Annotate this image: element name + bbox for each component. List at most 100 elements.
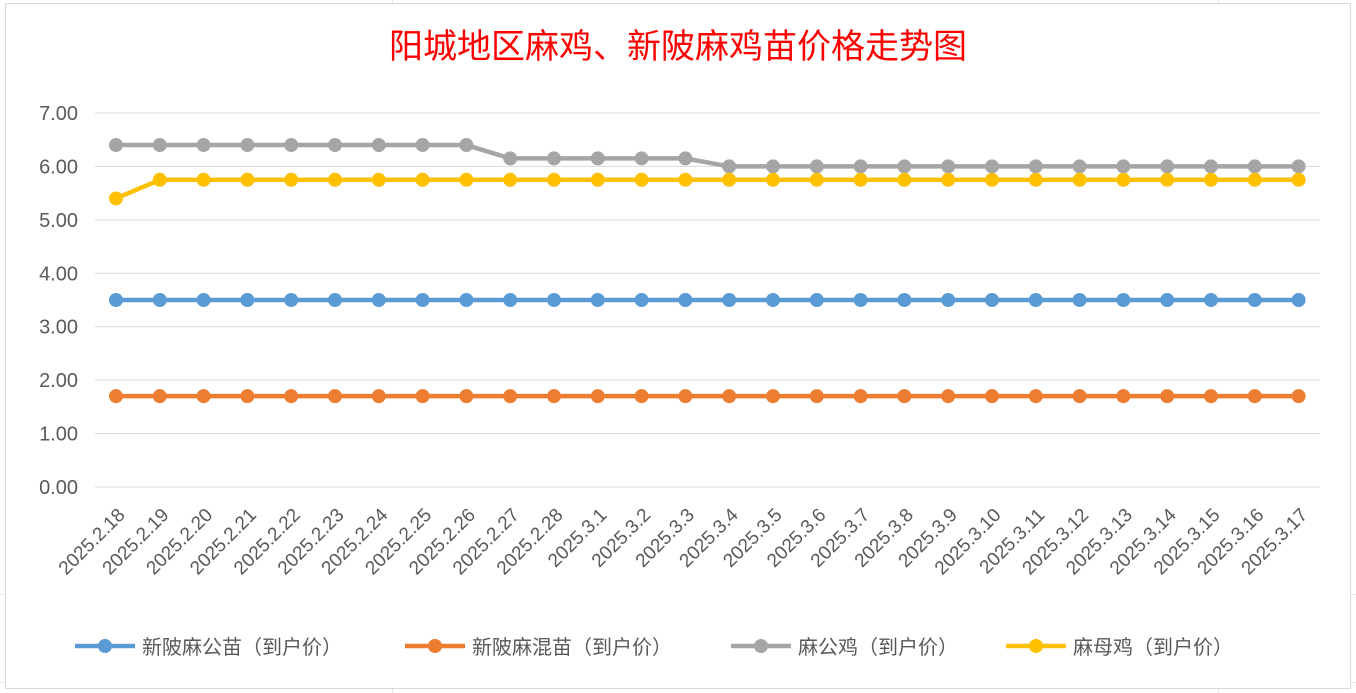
data-point: [1247, 159, 1262, 174]
legend-item[interactable]: 新陂麻混苗（到户价）: [405, 635, 672, 659]
data-point: [590, 172, 605, 187]
data-point: [1204, 172, 1218, 187]
data-point: [328, 138, 342, 153]
data-point: [415, 293, 430, 307]
data-point: [985, 293, 999, 307]
data-point: [196, 293, 211, 307]
data-point: [766, 159, 780, 174]
data-point: [722, 389, 737, 404]
y-tick-label: 2.00: [39, 370, 78, 392]
data-point: [459, 293, 474, 307]
data-point: [240, 138, 255, 153]
data-point: [109, 138, 123, 153]
data-point: [196, 138, 211, 153]
data-point: [678, 172, 693, 187]
data-point: [1028, 159, 1043, 174]
data-point: [152, 389, 167, 404]
data-point: [809, 389, 824, 404]
data-point: [809, 159, 824, 174]
series-0: [109, 293, 1306, 307]
data-point: [634, 151, 649, 166]
data-point: [678, 151, 693, 166]
data-point: [371, 389, 386, 404]
data-point: [1160, 159, 1175, 174]
legend-item[interactable]: 麻公鸡（到户价）: [731, 635, 958, 659]
data-point: [109, 389, 123, 404]
series-plot: [109, 138, 1306, 404]
legend: 新陂麻公苗（到户价） 新陂麻混苗（到户价） 麻公鸡（到户价） 麻母鸡（到户价）: [75, 635, 1233, 659]
data-point: [766, 293, 780, 307]
data-point: [809, 293, 824, 307]
data-point: [196, 389, 211, 404]
y-axis-ticks: 0.00 1.00 2.00 3.00 4.00 5.00 6.00 7.00: [39, 103, 78, 499]
data-point: [722, 159, 737, 174]
y-tick-label: 7.00: [39, 103, 78, 125]
data-point: [853, 159, 868, 174]
data-point: [1204, 389, 1218, 404]
data-point: [853, 389, 868, 404]
data-point: [1291, 159, 1306, 174]
data-point: [941, 172, 956, 187]
data-point: [1204, 293, 1218, 307]
legend-marker-swatch: [98, 639, 112, 653]
data-point: [1116, 172, 1131, 187]
series-1: [109, 389, 1306, 404]
legend-marker-swatch: [428, 639, 442, 653]
data-point: [547, 172, 561, 187]
data-point: [722, 172, 737, 187]
data-point: [897, 172, 912, 187]
data-point: [547, 389, 561, 404]
data-point: [1291, 172, 1306, 187]
data-point: [722, 293, 737, 307]
data-point: [196, 172, 211, 187]
data-point: [985, 159, 999, 174]
data-point: [1160, 172, 1175, 187]
legend-item[interactable]: 麻母鸡（到户价）: [1006, 635, 1233, 659]
data-point: [897, 293, 912, 307]
data-point: [503, 151, 518, 166]
data-point: [678, 293, 693, 307]
data-point: [1116, 389, 1131, 404]
chart-title: 阳城地区麻鸡、新陂麻鸡苗价格走势图: [389, 27, 967, 67]
data-point: [284, 172, 299, 187]
data-point: [240, 172, 255, 187]
data-point: [897, 389, 912, 404]
data-point: [809, 172, 824, 187]
data-point: [941, 293, 956, 307]
y-tick-label: 5.00: [39, 210, 78, 232]
data-point: [1116, 293, 1131, 307]
data-point: [1247, 389, 1262, 404]
data-point: [240, 293, 255, 307]
data-point: [1204, 159, 1218, 174]
data-point: [590, 293, 605, 307]
data-point: [590, 389, 605, 404]
data-point: [853, 293, 868, 307]
data-point: [1116, 159, 1131, 174]
y-tick-label: 6.00: [39, 156, 78, 178]
y-tick-label: 4.00: [39, 263, 78, 285]
data-point: [328, 293, 342, 307]
data-point: [109, 191, 123, 206]
data-point: [109, 293, 123, 307]
data-point: [371, 172, 386, 187]
data-point: [459, 138, 474, 153]
data-point: [897, 159, 912, 174]
chart-area[interactable]: [5, 3, 1351, 689]
data-point: [1028, 389, 1043, 404]
legend-item[interactable]: 新陂麻公苗（到户价）: [75, 635, 342, 659]
data-point: [284, 293, 299, 307]
data-point: [328, 172, 342, 187]
data-point: [634, 172, 649, 187]
data-point: [284, 389, 299, 404]
data-point: [152, 138, 167, 153]
data-point: [284, 138, 299, 153]
legend-marker-swatch: [1029, 639, 1043, 653]
legend-marker-swatch: [754, 639, 768, 653]
data-point: [547, 151, 561, 166]
data-point: [1072, 172, 1087, 187]
y-tick-label: 0.00: [39, 477, 78, 499]
data-point: [503, 172, 518, 187]
data-point: [985, 389, 999, 404]
data-point: [1072, 389, 1087, 404]
